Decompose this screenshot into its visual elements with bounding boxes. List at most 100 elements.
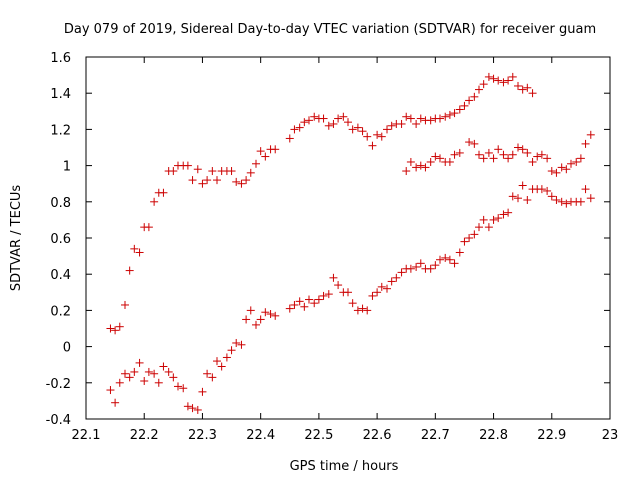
data-point	[450, 109, 459, 118]
data-point	[242, 176, 251, 185]
data-point	[213, 176, 221, 185]
x-tick-label: 22.1	[72, 428, 101, 443]
data-point	[552, 168, 561, 177]
data-point	[387, 121, 396, 130]
data-point	[383, 284, 392, 293]
y-tick-label: 1.2	[50, 123, 71, 138]
data-point	[261, 152, 270, 161]
data-point	[222, 353, 231, 362]
data-point	[475, 85, 483, 94]
data-point	[290, 125, 299, 134]
data-point	[426, 116, 435, 125]
data-point	[111, 398, 120, 407]
data-point	[416, 259, 425, 268]
data-point	[154, 378, 163, 387]
data-point	[115, 322, 124, 331]
data-point	[431, 261, 440, 270]
data-point	[130, 367, 139, 376]
data-point	[368, 141, 377, 150]
plot-frame	[85, 56, 611, 420]
data-point	[441, 253, 450, 262]
data-point	[543, 186, 552, 195]
data-point	[310, 112, 319, 121]
data-point	[397, 119, 406, 128]
data-point	[183, 402, 192, 411]
data-point	[324, 121, 333, 130]
data-point	[455, 148, 464, 157]
data-point	[144, 367, 153, 376]
data-point	[373, 130, 382, 139]
data-point	[135, 358, 144, 367]
data-point	[508, 150, 517, 159]
data-point	[523, 195, 532, 204]
y-tick-label: -0.2	[46, 377, 71, 392]
data-point	[494, 145, 503, 154]
data-point	[237, 340, 246, 349]
data-point	[266, 310, 275, 319]
data-point	[416, 114, 425, 123]
data-point	[504, 154, 513, 163]
data-point	[518, 85, 527, 94]
data-points	[106, 72, 595, 414]
data-point	[173, 382, 182, 391]
data-point	[499, 210, 508, 219]
data-point	[576, 197, 585, 206]
y-tick-label: 0.6	[50, 232, 71, 247]
y-tick-label: 1.6	[50, 51, 71, 66]
y-tick-label: -0.4	[46, 413, 71, 428]
data-point	[552, 195, 561, 204]
data-point	[271, 311, 280, 320]
data-point	[106, 324, 115, 333]
data-point	[252, 320, 261, 329]
data-point	[499, 150, 508, 159]
data-point	[329, 119, 338, 128]
data-point	[489, 154, 498, 163]
x-tick-label: 22.3	[188, 428, 217, 443]
y-tick-label: 0.2	[50, 304, 71, 319]
data-point	[387, 277, 396, 286]
data-point	[246, 306, 255, 315]
data-point	[285, 304, 294, 313]
data-point	[421, 163, 430, 172]
data-point	[179, 384, 188, 393]
data-point	[125, 266, 134, 275]
x-tick-label: 23	[602, 428, 619, 443]
data-point	[412, 163, 421, 172]
data-point	[484, 223, 493, 232]
data-point	[581, 185, 590, 194]
data-point	[159, 362, 168, 371]
data-point	[426, 157, 435, 166]
data-point	[227, 167, 236, 176]
series-2	[106, 181, 595, 414]
data-point	[232, 177, 241, 186]
data-point	[475, 223, 483, 232]
x-tick-label: 22.6	[363, 428, 392, 443]
data-point	[188, 176, 197, 185]
chart-title: Day 079 of 2019, Sidereal Day-to-day VTE…	[64, 22, 596, 37]
data-point	[528, 89, 537, 98]
data-point	[455, 105, 464, 114]
data-point	[285, 134, 294, 143]
data-point	[402, 167, 411, 176]
data-point	[198, 387, 207, 396]
data-point	[518, 145, 527, 154]
data-point	[121, 369, 130, 378]
data-point	[537, 150, 546, 159]
series-1	[106, 72, 537, 335]
data-point	[523, 148, 532, 157]
data-point	[489, 74, 498, 83]
data-point	[348, 299, 357, 308]
data-point	[547, 167, 556, 176]
data-point	[431, 152, 440, 161]
data-point	[329, 273, 338, 282]
data-point	[377, 132, 386, 141]
data-point	[344, 288, 352, 297]
data-point	[475, 150, 483, 159]
data-point	[203, 369, 212, 378]
data-point	[445, 110, 454, 119]
data-point	[392, 273, 401, 282]
data-point	[319, 114, 328, 123]
data-point	[479, 154, 488, 163]
data-point	[261, 308, 270, 317]
